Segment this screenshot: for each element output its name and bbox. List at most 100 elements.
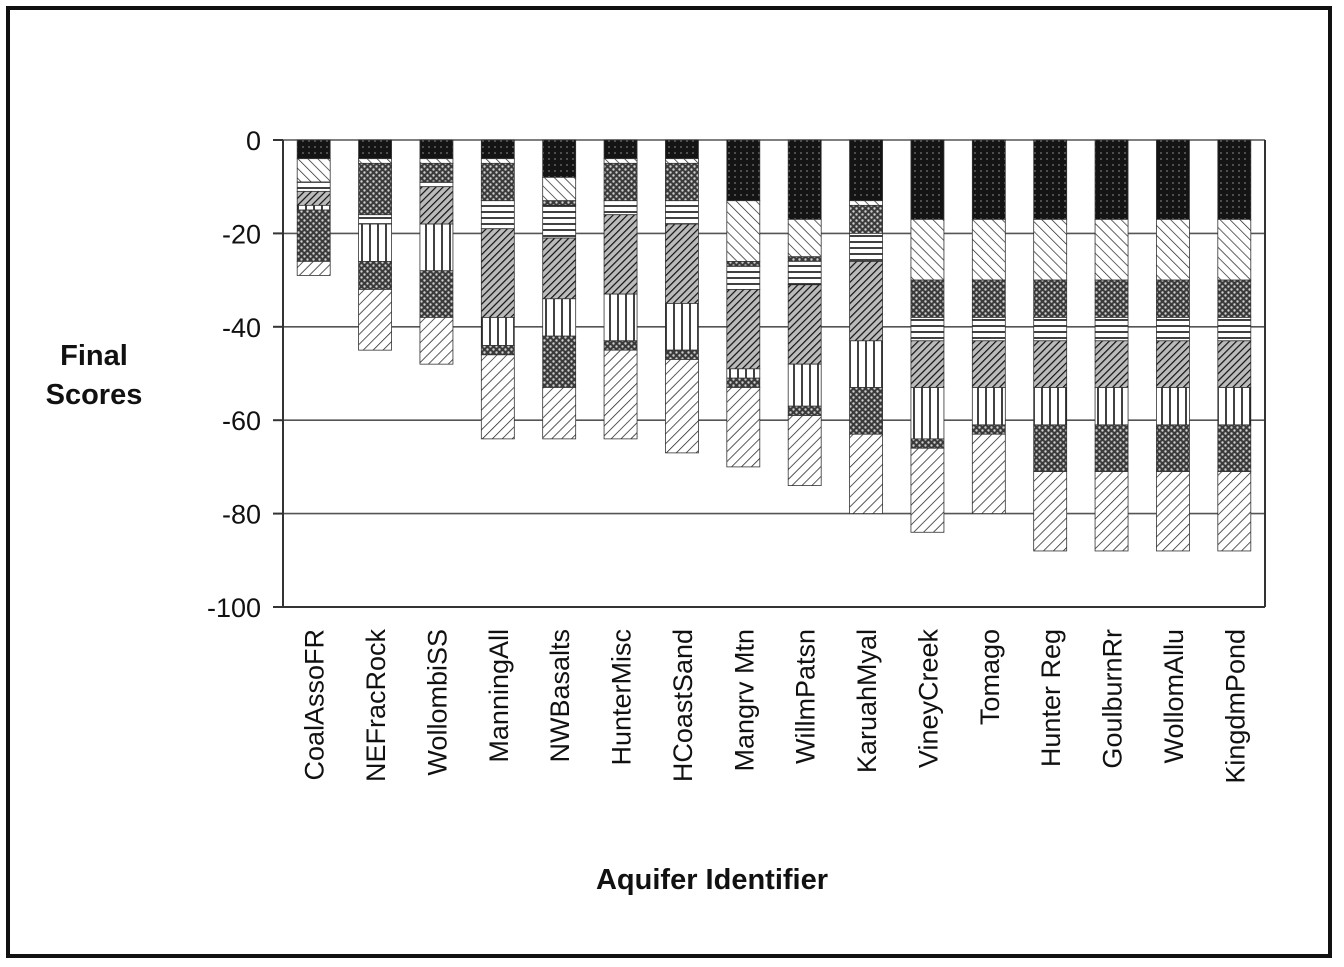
y-tick-label: -40 [222,313,261,343]
bar-segment [910,438,945,449]
bar-segment [419,158,454,164]
bar-segment [419,317,454,365]
bar-segment [787,284,822,365]
bar-segment [1156,387,1190,426]
bar-segment [542,237,577,300]
bar-segment [542,139,577,178]
bar-segment [910,218,945,281]
bar-segment [358,158,392,164]
bar-segment [787,415,822,486]
bar-segment [726,368,761,379]
y-tick-label: -20 [222,219,261,249]
bar-segment [1033,317,1068,342]
bar-segment [1156,218,1190,281]
y-axis-label-line: Scores [46,379,143,411]
x-category-label: GoulburnRr [1098,629,1128,769]
bar-segment [910,139,945,220]
bar-segment [787,256,822,262]
bar-segment [971,139,1006,220]
x-category-label: CoalAssoFR [300,629,330,781]
bar-segment [665,158,699,164]
bar-segment [1217,387,1252,426]
bar-segment [726,289,761,370]
bar-segment [665,359,699,454]
bar-segment [665,223,699,304]
bar-segment [910,317,945,342]
bar-segment [787,405,822,416]
bar-segment [296,158,331,183]
bar-segment [542,387,577,440]
x-category-label: NEFracRock [361,629,391,783]
bar-segment [665,162,699,202]
y-axis-label: Final Scores [46,340,143,411]
bar-segment [1033,424,1068,472]
bar-segment [910,340,945,388]
bar-segment [665,303,699,351]
bar-segment [971,387,1006,426]
bar-segment [849,261,883,342]
bar-segment [1094,340,1129,388]
bar-segment [726,387,761,468]
bar-segment [296,204,331,211]
bar-segment [542,200,577,206]
bar-segment [849,232,883,262]
x-category-label: VineyCreek [913,629,943,769]
bar-segment [726,265,761,290]
bar-segment [419,181,454,188]
bar-segment [787,261,822,286]
bar-segment [480,228,515,318]
bar-segment [1033,279,1068,318]
bar-segment [419,162,454,183]
bar-segment [849,340,883,388]
bar-segment [1033,471,1068,552]
bar-segment [787,218,822,258]
bar-segment [1156,424,1190,472]
bar-segment [1217,340,1252,388]
bar-segment [542,298,577,337]
bar-segment [480,354,515,440]
bar-segment [849,139,883,202]
y-tick-label: -60 [222,406,261,436]
bar-segment [296,181,331,192]
bar-segment [910,447,945,533]
bar-segment [542,204,577,239]
x-category-label: WillmPatsn [791,629,821,764]
bar-segment [542,335,577,388]
bar-segment [665,200,699,225]
bar-segment [1094,317,1129,342]
bar-segment [1156,279,1190,318]
bar-segment [849,433,883,514]
bar-segment [480,317,515,346]
y-axis-ticks: 0 -20 -40 -60 -80 -100 [207,126,283,623]
bar-segment [480,200,515,230]
bar-segment [542,176,577,202]
bar-segment [358,223,392,262]
bar-segment [971,279,1006,318]
bar-segment [419,223,454,272]
bars [296,139,1252,552]
bar-segment [1217,317,1252,342]
bar-segment [910,387,945,440]
y-tick-label: 0 [246,126,261,156]
bar-segment [480,139,515,160]
bar-segment [480,158,515,164]
bar-segment [726,139,761,202]
bar-segment [1217,218,1252,281]
bar-segment [603,162,638,202]
bar-segment [1033,218,1068,281]
bar-segment [603,340,638,351]
bar-segment [971,218,1006,281]
bar-segment [603,139,638,160]
bar-segment [971,433,1006,514]
bar-segment [1094,471,1129,552]
bar-segment [910,279,945,318]
bar-segment [726,200,761,262]
bar-segment [1033,340,1068,388]
bar-segment [358,139,392,160]
bar-segment [603,200,638,216]
bar-segment [296,261,331,276]
y-axis-label-line: Final [60,340,128,372]
bar-segment [1217,139,1252,220]
bar-segment [1217,424,1252,472]
